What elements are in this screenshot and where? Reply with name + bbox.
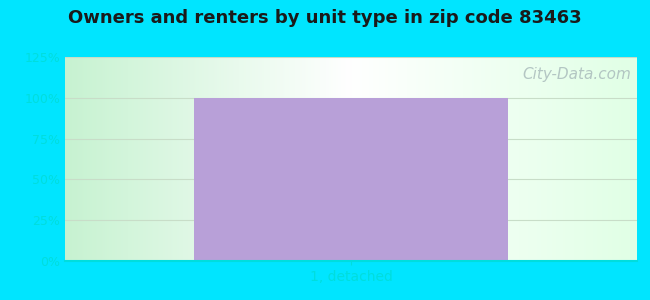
Text: City-Data.com: City-Data.com — [523, 67, 631, 82]
Bar — [194, 98, 508, 261]
Text: Owners and renters by unit type in zip code 83463: Owners and renters by unit type in zip c… — [68, 9, 582, 27]
